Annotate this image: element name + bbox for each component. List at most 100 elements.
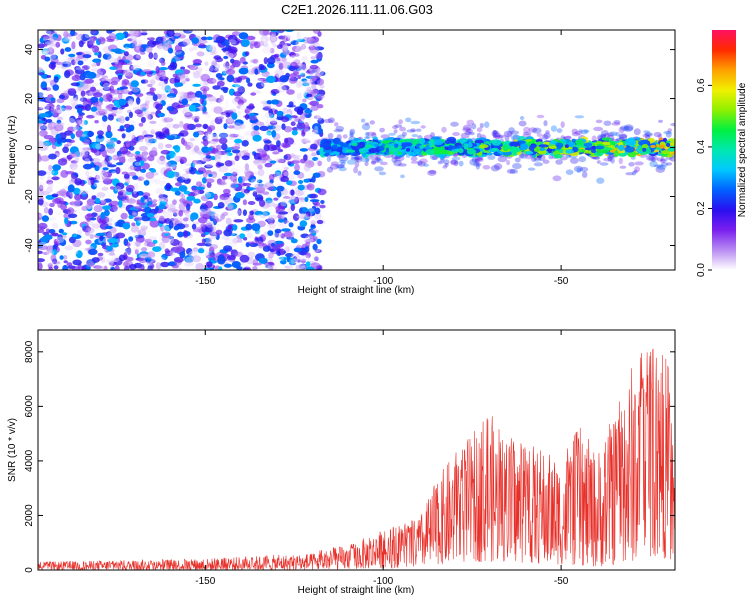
- colorbar-tick-label: 0.4: [696, 140, 707, 154]
- heatmap-cell: [232, 235, 238, 243]
- heatmap-cell: [283, 137, 289, 144]
- heatmap-cell: [458, 160, 464, 167]
- heatmap-cell: [262, 42, 269, 48]
- heatmap-cell: [502, 144, 509, 152]
- heatmap-cell: [99, 171, 109, 178]
- heatmap-cell: [42, 251, 50, 255]
- heatmap-cell: [280, 176, 289, 183]
- heatmap-cell: [247, 232, 253, 239]
- heatmap-cell: [55, 41, 61, 48]
- heatmap-cell: [187, 94, 193, 102]
- heatmap-cell: [252, 190, 258, 197]
- heatmap-cell: [251, 67, 256, 75]
- heatmap-cell: [527, 167, 536, 171]
- heatmap-cell: [110, 81, 119, 86]
- heatmap-cell: [64, 245, 74, 251]
- heatmap-cell: [206, 237, 213, 245]
- heatmap-cell: [215, 35, 226, 44]
- heatmap-cell: [327, 133, 334, 139]
- heatmap-cell: [205, 132, 214, 138]
- heatmap-cell: [276, 57, 281, 62]
- heatmap-cell: [78, 33, 84, 38]
- heatmap-cell: [146, 102, 156, 110]
- heatmap-cell: [658, 119, 663, 123]
- heatmap-cell: [132, 246, 141, 251]
- heatmap-cell: [60, 48, 65, 55]
- heatmap-cell: [361, 118, 366, 123]
- heatmap-cell: [38, 113, 49, 118]
- heatmap-cell: [125, 72, 133, 79]
- heatmap-cell: [309, 64, 319, 70]
- heatmap-cell: [260, 73, 267, 77]
- heatmap-cell: [135, 103, 143, 109]
- heatmap-cell: [230, 64, 236, 69]
- heatmap-cell: [52, 84, 60, 91]
- heatmap-cell: [628, 139, 637, 146]
- heatmap-cell: [302, 98, 307, 103]
- heatmap-cell: [278, 223, 288, 229]
- heatmap-cell: [155, 262, 162, 270]
- heatmap-cell: [512, 163, 522, 170]
- heatmap-cell: [76, 119, 82, 125]
- heatmap-cell: [191, 223, 197, 230]
- heatmap-cell: [217, 202, 225, 209]
- heatmap-cell: [237, 176, 243, 184]
- heatmap-cell: [66, 207, 75, 215]
- heatmap-cell: [571, 138, 576, 143]
- heatmap-cell: [335, 125, 345, 132]
- heatmap-cell: [310, 133, 317, 137]
- heatmap-cell: [283, 220, 290, 224]
- heatmap-cell: [149, 87, 156, 92]
- heatmap-cell: [476, 162, 482, 167]
- heatmap-cell: [180, 77, 185, 82]
- heatmap-cell: [303, 239, 311, 243]
- heatmap-cell: [208, 124, 216, 131]
- heatmap-cell: [40, 47, 50, 55]
- heatmap-cell: [223, 188, 231, 195]
- heatmap-cell: [623, 125, 634, 132]
- heatmap-cell: [83, 120, 88, 125]
- heatmap-cell: [316, 238, 322, 245]
- heatmap-cell: [302, 89, 308, 97]
- heatmap-cell: [135, 156, 142, 163]
- heatmap-cell: [315, 53, 324, 60]
- heatmap-cell: [410, 156, 418, 162]
- heatmap-cell: [643, 130, 650, 134]
- heatmap-cell: [252, 58, 259, 64]
- heatmap-cell: [397, 163, 407, 167]
- heatmap-cell: [218, 116, 225, 120]
- heatmap-cell: [258, 150, 267, 158]
- snr-ylabel: SNR (10 * v/v): [7, 418, 18, 482]
- heatmap-cell: [463, 143, 469, 150]
- heatmap-cell: [229, 46, 238, 54]
- heatmap-cell: [186, 195, 196, 201]
- heatmap-cell: [38, 66, 44, 74]
- heatmap-cell: [104, 107, 111, 114]
- heatmap-cell: [212, 138, 221, 142]
- heatmap-cell: [297, 197, 306, 201]
- heatmap-cell: [320, 142, 332, 148]
- heatmap-cell: [257, 164, 263, 170]
- heatmap-cell: [160, 149, 171, 155]
- heatmap-cell: [61, 37, 70, 44]
- heatmap-cell: [294, 256, 303, 262]
- heatmap-cell: [46, 84, 53, 92]
- heatmap-cell: [184, 112, 194, 119]
- heatmap-cell: [205, 207, 212, 216]
- heatmap-cell: [494, 135, 504, 139]
- heatmap-cell: [106, 139, 115, 145]
- heatmap-cell: [205, 100, 210, 104]
- heatmap-cell: [38, 196, 44, 200]
- heatmap-cell: [213, 50, 219, 55]
- heatmap-cell: [152, 94, 158, 102]
- heatmap-cell: [60, 169, 69, 178]
- heatmap-cell: [130, 80, 139, 88]
- heatmap-cell: [135, 54, 143, 59]
- heatmap-cell: [509, 146, 521, 153]
- heatmap-cell: [42, 50, 50, 54]
- heatmap-cell: [391, 157, 398, 163]
- heatmap-blobs: [38, 30, 675, 270]
- heatmap-cell: [164, 43, 169, 51]
- heatmap-cell: [224, 160, 233, 167]
- heatmap-cell: [183, 165, 192, 171]
